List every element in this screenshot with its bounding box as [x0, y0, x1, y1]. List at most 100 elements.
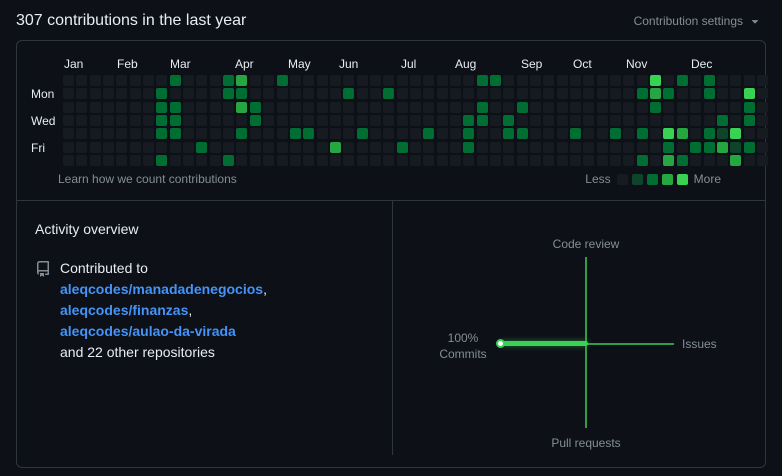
contribution-cell[interactable] [663, 115, 675, 127]
contribution-cell[interactable] [596, 115, 608, 127]
contribution-cell[interactable] [409, 101, 421, 113]
contribution-cell[interactable] [716, 115, 728, 127]
contribution-cell[interactable] [650, 115, 662, 127]
contribution-cell[interactable] [716, 88, 728, 100]
contribution-cell[interactable] [303, 141, 315, 153]
contribution-cell[interactable] [223, 155, 235, 167]
contribution-cell[interactable] [369, 88, 381, 100]
contribution-cell[interactable] [596, 88, 608, 100]
contribution-cell[interactable] [249, 141, 261, 153]
contribution-cell[interactable] [676, 75, 688, 86]
contribution-cell[interactable] [636, 101, 648, 113]
contribution-cell[interactable] [730, 141, 742, 153]
contribution-cell[interactable] [436, 88, 448, 100]
contribution-cell[interactable] [690, 88, 702, 100]
contribution-cell[interactable] [690, 101, 702, 113]
contribution-cell[interactable] [476, 101, 488, 113]
contribution-cell[interactable] [463, 115, 475, 127]
contribution-cell[interactable] [690, 141, 702, 153]
contribution-cell[interactable] [169, 128, 181, 140]
contribution-cell[interactable] [503, 88, 515, 100]
contribution-cell[interactable] [476, 141, 488, 153]
contribution-cell[interactable] [383, 88, 395, 100]
contribution-cell[interactable] [596, 128, 608, 140]
contribution-cell[interactable] [636, 88, 648, 100]
contribution-cell[interactable] [76, 101, 88, 113]
contribution-cell[interactable] [583, 75, 595, 86]
contribution-cell[interactable] [223, 101, 235, 113]
contribution-cell[interactable] [570, 128, 582, 140]
contribution-cell[interactable] [196, 141, 208, 153]
contribution-cell[interactable] [169, 115, 181, 127]
contribution-settings-dropdown[interactable]: Contribution settings [634, 14, 762, 28]
contribution-cell[interactable] [289, 75, 301, 86]
contribution-cell[interactable] [89, 115, 101, 127]
contribution-cell[interactable] [396, 128, 408, 140]
contribution-cell[interactable] [289, 101, 301, 113]
contribution-cell[interactable] [343, 141, 355, 153]
contribution-cell[interactable] [516, 101, 528, 113]
contribution-cell[interactable] [63, 141, 74, 153]
contribution-cell[interactable] [583, 115, 595, 127]
contribution-cell[interactable] [316, 88, 328, 100]
contribution-cell[interactable] [570, 101, 582, 113]
contribution-cell[interactable] [343, 115, 355, 127]
contribution-cell[interactable] [129, 128, 141, 140]
contribution-cell[interactable] [476, 75, 488, 86]
contribution-cell[interactable] [423, 75, 435, 86]
contribution-cell[interactable] [610, 101, 622, 113]
contribution-cell[interactable] [196, 101, 208, 113]
contribution-cell[interactable] [730, 115, 742, 127]
contribution-cell[interactable] [703, 128, 715, 140]
contribution-cell[interactable] [103, 88, 115, 100]
contribution-cell[interactable] [516, 75, 528, 86]
contribution-cell[interactable] [756, 141, 768, 153]
contribution-cell[interactable] [703, 75, 715, 86]
contribution-cell[interactable] [716, 101, 728, 113]
contribution-cell[interactable] [89, 128, 101, 140]
contribution-cell[interactable] [329, 141, 341, 153]
contribution-cell[interactable] [516, 115, 528, 127]
contribution-cell[interactable] [743, 141, 755, 153]
repo-link-manadadenegocios[interactable]: aleqcodes/manadadenegocios [60, 281, 264, 297]
contribution-cell[interactable] [583, 128, 595, 140]
contribution-cell[interactable] [236, 101, 248, 113]
contribution-cell[interactable] [276, 75, 288, 86]
contribution-cell[interactable] [610, 115, 622, 127]
contribution-cell[interactable] [436, 155, 448, 167]
contribution-cell[interactable] [703, 101, 715, 113]
contribution-cell[interactable] [356, 101, 368, 113]
contribution-cell[interactable] [503, 155, 515, 167]
contribution-cell[interactable] [183, 88, 195, 100]
contribution-cell[interactable] [716, 128, 728, 140]
contribution-cell[interactable] [490, 88, 501, 100]
contribution-cell[interactable] [76, 141, 88, 153]
contribution-cell[interactable] [583, 101, 595, 113]
contribution-cell[interactable] [316, 128, 328, 140]
contribution-cell[interactable] [423, 155, 435, 167]
contribution-cell[interactable] [236, 75, 248, 86]
contribution-cell[interactable] [89, 101, 101, 113]
contribution-cell[interactable] [209, 155, 221, 167]
contribution-cell[interactable] [343, 101, 355, 113]
contribution-cell[interactable] [183, 128, 195, 140]
contribution-cell[interactable] [530, 75, 542, 86]
contribution-cell[interactable] [543, 141, 555, 153]
contribution-cell[interactable] [116, 101, 128, 113]
contribution-cell[interactable] [543, 115, 555, 127]
contribution-cell[interactable] [543, 128, 555, 140]
contribution-cell[interactable] [156, 141, 168, 153]
contribution-cell[interactable] [610, 155, 622, 167]
contribution-cell[interactable] [743, 75, 755, 86]
contribution-cell[interactable] [63, 75, 74, 86]
contribution-cell[interactable] [383, 115, 395, 127]
contribution-cell[interactable] [156, 75, 168, 86]
contribution-cell[interactable] [743, 88, 755, 100]
contribution-cell[interactable] [756, 128, 768, 140]
contribution-cell[interactable] [343, 155, 355, 167]
contribution-cell[interactable] [329, 75, 341, 86]
contribution-cell[interactable] [530, 101, 542, 113]
contribution-cell[interactable] [249, 88, 261, 100]
contribution-cell[interactable] [396, 155, 408, 167]
contribution-cell[interactable] [583, 88, 595, 100]
